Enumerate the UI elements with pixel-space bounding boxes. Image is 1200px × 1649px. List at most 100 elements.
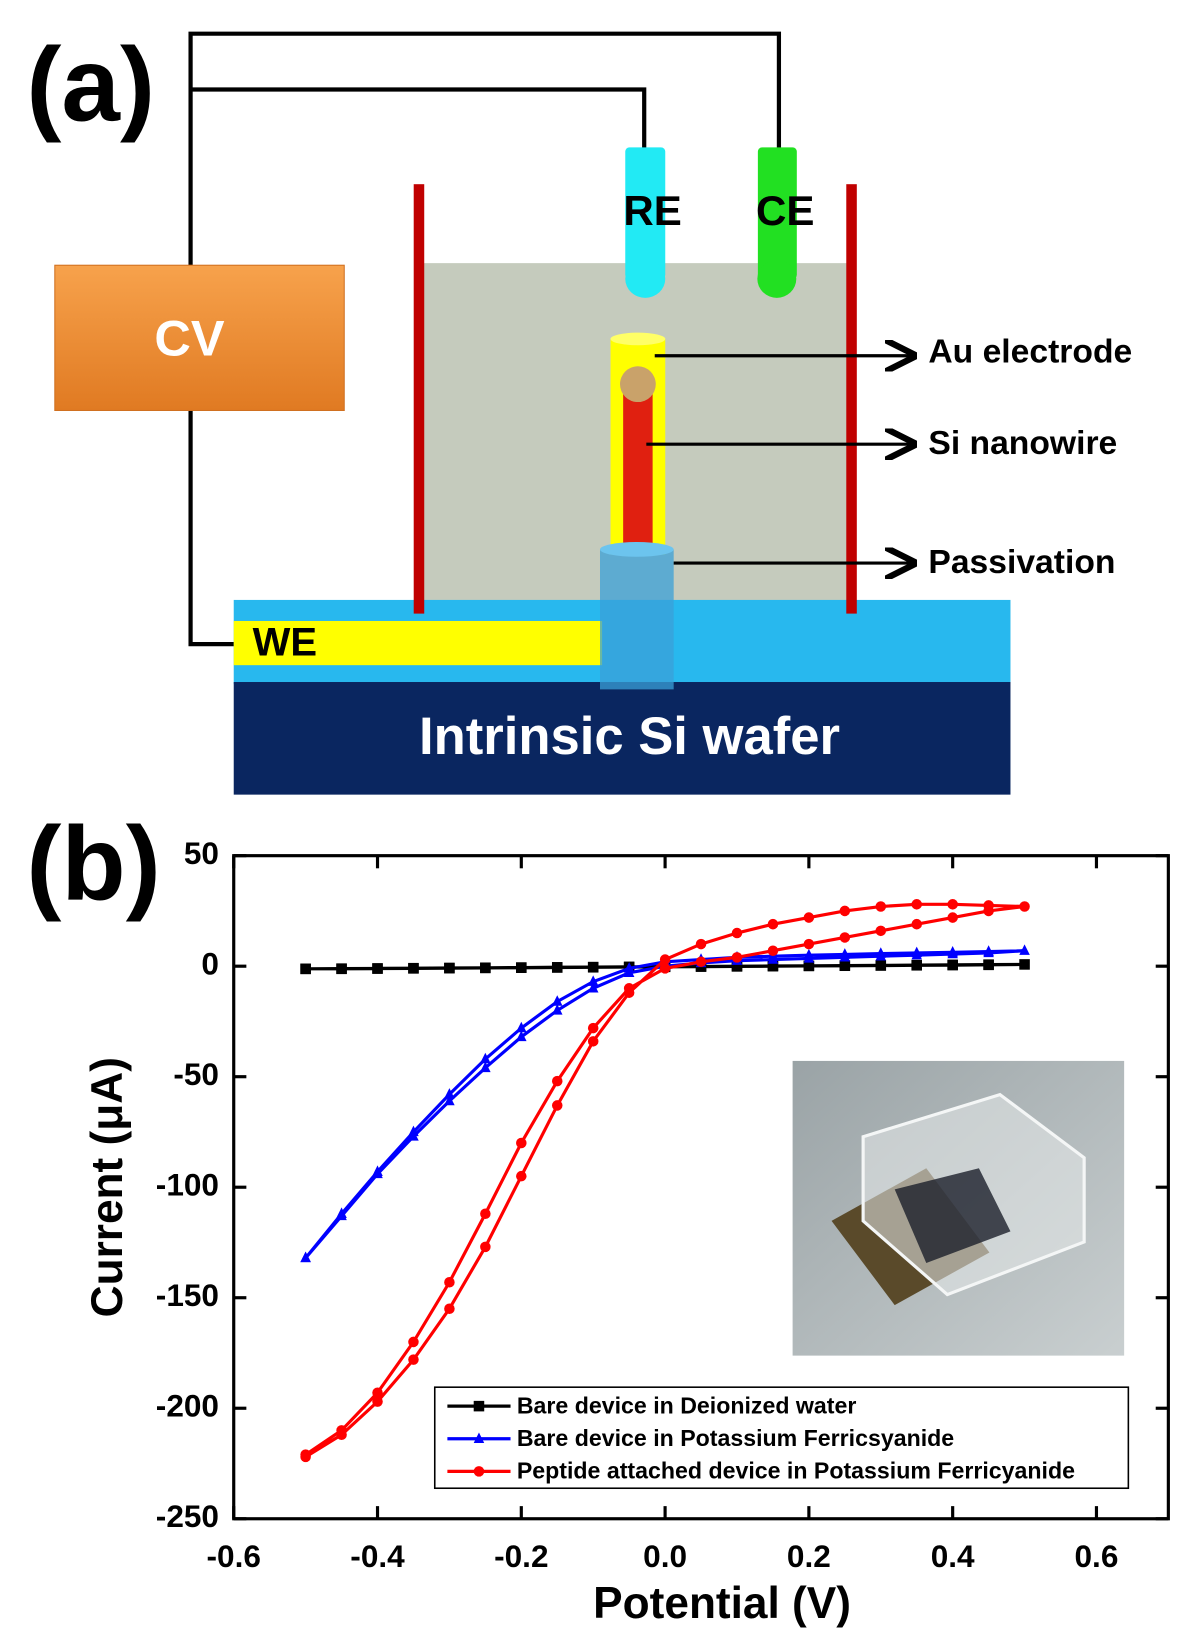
marker	[911, 960, 922, 971]
series	[300, 959, 1030, 975]
legend-label: Bare device in Deionized water	[517, 1392, 857, 1418]
marker	[372, 1387, 383, 1399]
marker	[911, 899, 922, 910]
marker	[947, 959, 958, 971]
wall	[846, 184, 857, 614]
x-tick-label: -0.4	[350, 1538, 405, 1574]
marker	[839, 951, 851, 962]
marker	[731, 952, 743, 963]
marker	[911, 948, 922, 960]
nanowire	[623, 384, 653, 553]
marker	[731, 927, 743, 939]
inset-photo	[792, 1060, 1125, 1356]
marker	[408, 1130, 419, 1141]
we-strip	[233, 620, 603, 666]
marker	[444, 1276, 455, 1288]
x-tick-label: 0.2	[787, 1538, 831, 1574]
marker	[659, 963, 671, 974]
re-tube	[625, 147, 666, 279]
marker	[372, 1167, 383, 1179]
marker	[803, 938, 815, 950]
au-top	[610, 332, 666, 346]
legend-label: Bare device in Potassium Ferricsyanide	[517, 1425, 954, 1451]
marker	[623, 983, 635, 994]
marker	[444, 1094, 455, 1106]
photo-well	[894, 1168, 1011, 1263]
marker	[473, 1466, 485, 1477]
marker	[983, 959, 994, 971]
marker	[516, 1021, 527, 1033]
legend-label: Peptide attached device in Potassium Fer…	[517, 1458, 1075, 1484]
marker	[767, 960, 779, 972]
x-tick-label: 0.6	[1075, 1538, 1119, 1574]
wafer	[233, 682, 1011, 795]
ce-tube-end	[757, 259, 797, 298]
y-tick-label: -200	[156, 1388, 219, 1424]
marker	[551, 995, 563, 1006]
au-ball	[619, 366, 656, 403]
passivation	[600, 549, 674, 690]
wall	[413, 184, 425, 614]
marker	[516, 1170, 527, 1182]
cv-box	[54, 264, 345, 411]
marker	[336, 1425, 347, 1436]
marker	[480, 1052, 491, 1064]
marker	[480, 1061, 491, 1073]
plot: 50 0 -50 -100 -150 -200 -250 -0.6 -0.4 -0.2 0.0 0.2…	[83, 835, 1170, 1628]
marker	[551, 1075, 563, 1087]
marker	[473, 1432, 485, 1443]
wire-ce	[188, 31, 782, 266]
marker	[767, 945, 779, 956]
callout-label: Au electrode	[928, 334, 1132, 371]
passivation-top	[600, 542, 674, 557]
y-tick-label: -150	[156, 1277, 219, 1313]
marker	[300, 1251, 311, 1263]
marker	[911, 918, 922, 930]
marker	[480, 962, 491, 974]
marker	[875, 901, 887, 912]
marker	[480, 1241, 491, 1253]
x-tick-label: -0.6	[207, 1538, 261, 1574]
marker	[408, 1354, 419, 1365]
callout-label: Si nanowire	[928, 425, 1117, 462]
marker	[336, 1209, 347, 1221]
marker	[587, 1022, 599, 1034]
y-tick-label: 0	[201, 946, 219, 982]
marker	[587, 1036, 599, 1047]
marker	[516, 1137, 527, 1149]
marker	[695, 956, 707, 968]
marker	[480, 1208, 491, 1220]
marker	[695, 938, 707, 950]
ce-label: CE	[756, 187, 814, 234]
marker	[551, 1004, 563, 1015]
wafer-label: Intrinsic Si wafer	[419, 707, 840, 766]
callouts	[646, 356, 913, 563]
marker	[473, 1400, 485, 1412]
marker	[372, 1396, 383, 1407]
marker	[551, 962, 563, 973]
marker	[875, 949, 887, 961]
marker	[300, 1449, 311, 1460]
wire-we	[188, 410, 236, 647]
marker	[839, 932, 851, 943]
marker	[1019, 901, 1030, 912]
we-label: WE	[253, 621, 317, 665]
x-tick-label: 0.0	[643, 1538, 687, 1574]
re-label: RE	[623, 187, 681, 234]
marker	[875, 960, 887, 971]
y-tick-label: 50	[184, 835, 219, 871]
marker	[983, 905, 994, 917]
marker	[444, 1088, 455, 1099]
marker	[623, 966, 635, 978]
x-tick-label: 0.4	[931, 1538, 975, 1574]
marker	[731, 961, 743, 972]
marker	[947, 912, 958, 923]
panel-label: (b)	[26, 805, 160, 922]
y-axis-title: Current (μA)	[83, 1057, 132, 1317]
marker	[372, 963, 383, 974]
marker	[516, 1030, 527, 1042]
x-tick-label: -0.2	[494, 1538, 548, 1574]
marker	[587, 975, 599, 986]
x-axis-title: Potential (V)	[593, 1579, 851, 1628]
